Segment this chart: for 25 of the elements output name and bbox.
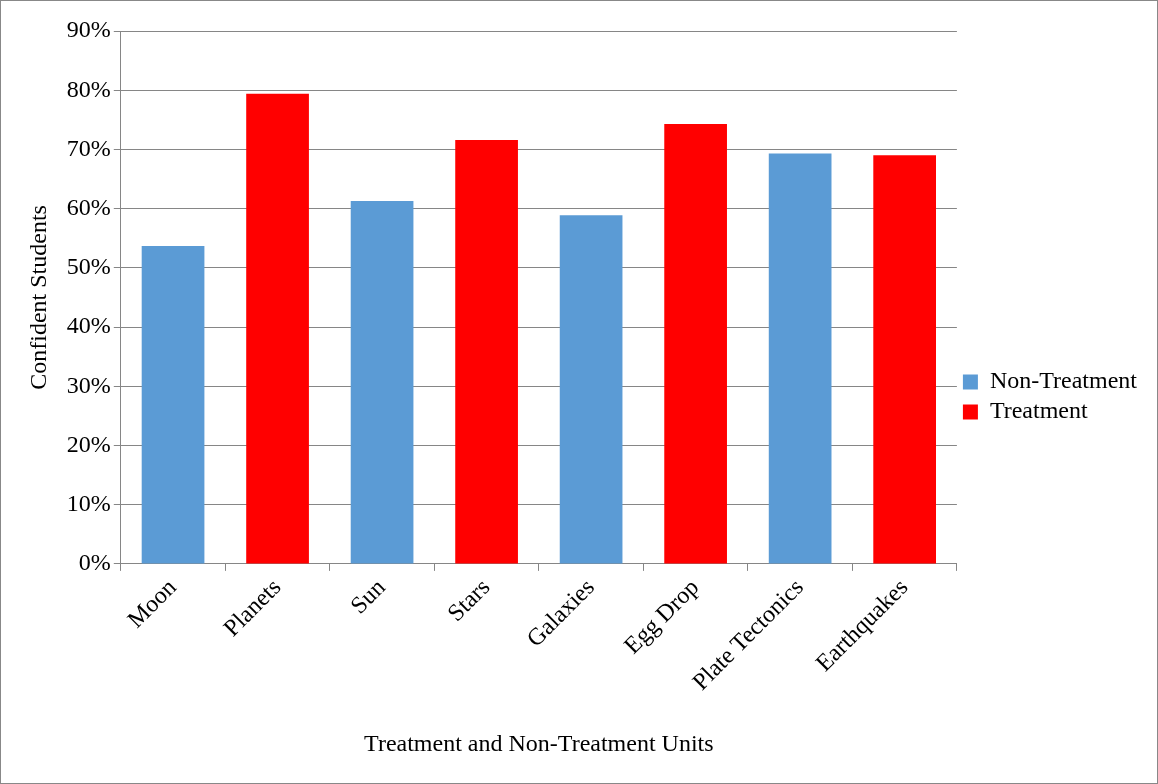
x-tick-label: Egg Drop xyxy=(618,573,704,659)
bar xyxy=(873,155,936,564)
bar xyxy=(455,139,518,564)
y-tick-label: 30% xyxy=(66,371,111,398)
bar xyxy=(246,93,309,564)
x-axis-title: Treatment and Non-Treatment Units xyxy=(364,729,714,756)
y-tick-label: 40% xyxy=(66,312,111,339)
y-tick-label: 20% xyxy=(66,430,111,457)
bar xyxy=(664,123,727,564)
y-tick-label: 0% xyxy=(78,549,111,576)
bar xyxy=(141,245,205,564)
legend-label: Non-Treatment xyxy=(989,367,1138,394)
y-tick-label: 50% xyxy=(66,253,111,280)
y-tick-label: 10% xyxy=(66,489,111,516)
x-tick-label: Stars xyxy=(442,573,495,626)
y-tick-label: 90% xyxy=(66,16,111,43)
y-tick-label: 80% xyxy=(66,75,111,102)
bar xyxy=(768,153,832,564)
bar xyxy=(559,215,623,564)
legend-label: Treatment xyxy=(989,397,1089,424)
x-tick-label: Sun xyxy=(345,573,391,619)
bar xyxy=(350,200,414,564)
y-tick-label: 70% xyxy=(66,134,111,161)
y-tick-label: 60% xyxy=(66,193,111,220)
y-axis-title: Confident Students xyxy=(24,205,51,390)
